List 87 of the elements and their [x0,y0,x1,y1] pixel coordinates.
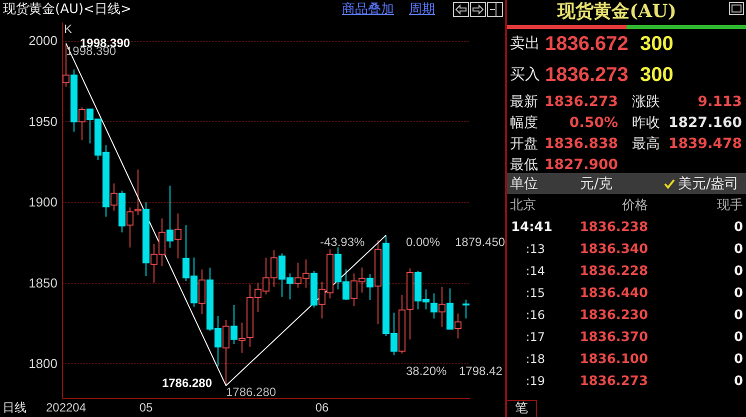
text: 价格 [622,198,648,213]
text: 0 [734,220,743,235]
text: 300 [640,64,674,86]
text: 1836.100 [580,352,648,367]
text: 商品叠加 [342,2,394,17]
text: 昨收 [632,115,660,131]
candlestick [198,268,206,315]
text: 1839.478 [668,136,742,152]
text: :13 [526,242,545,256]
annotation: 0.00% [406,235,440,249]
text: 1836.273 [580,374,648,389]
y-tick-label: 1800 [28,356,58,371]
x-tick-label: 06 [315,400,329,414]
candlestick [454,312,462,339]
x-tick-label: 202204 [46,400,86,414]
text: :18 [526,352,545,366]
text: 涨跌 [632,94,660,110]
candlestick [222,320,230,386]
text: :19 [526,374,545,388]
annotation: -43.93% [320,235,366,249]
text: 1827.160 [668,115,742,131]
text: 0.50% [569,115,618,131]
text: 0 [734,286,743,301]
text: :15 [526,286,545,300]
text: 1836.370 [580,330,648,345]
text: 1836.440 [580,286,648,301]
text: 1827.900 [544,157,618,173]
text: 0 [734,308,743,323]
y-tick-label: 1950 [28,114,58,129]
text: 最低 [510,157,538,173]
text: 1836.340 [580,242,648,257]
candlestick [366,274,374,301]
text: 单位 [510,176,538,192]
y-tick-label: 2000 [28,33,58,48]
annotation: 1786.280 [162,376,212,390]
candlestick [230,304,238,345]
text: 1836.230 [580,308,648,323]
text: 300 [640,33,674,55]
text: 现手 [717,198,743,213]
text: 元/克 [580,176,613,192]
candlestick [174,212,182,259]
text: :16 [526,308,545,322]
candlestick [126,206,134,248]
text: 笔 [507,400,537,417]
candlestick [430,292,438,319]
y-tick-label: 1850 [28,275,58,290]
annotation: 1786.280 [226,385,276,399]
text: 美元/盎司 [678,176,739,192]
text: 0 [734,330,743,345]
x-axis-title: 日线 [2,400,26,414]
candlestick [438,286,446,328]
text: 0 [734,374,743,389]
text: 现货黄金(AU) [556,1,678,22]
annotation: K [64,22,72,36]
text: :17 [526,330,545,344]
text: 0 [734,352,743,367]
annotation: 1798.42 [459,364,503,378]
candlestick [462,299,470,319]
text: 1836.273 [544,94,618,110]
text: 北京 [510,198,536,213]
candlestick [134,168,142,216]
text: 1836.838 [544,136,618,152]
text: 1836.228 [580,264,648,279]
chart-title: 现货黄金(AU)<日线> [3,2,132,17]
annotation: 38.20% [406,364,448,378]
y-tick-label: 1900 [28,194,58,210]
text: 9.113 [698,94,742,110]
candlestick [238,322,246,354]
candlestick [110,182,118,212]
x-tick-label: 05 [139,400,153,414]
text: 幅度 [510,115,538,131]
text: 买入 [510,65,540,83]
text: 1836.273 [545,64,628,86]
text: :14 [526,264,545,278]
text: 1836.672 [545,33,628,55]
text: 周期 [409,2,435,17]
text: 1836.238 [580,220,648,235]
candlestick [78,106,86,141]
text: 最新 [510,94,538,110]
text: 卖出 [510,34,540,52]
text: 0 [734,264,743,279]
text: 14:41 [511,220,552,235]
text: 0 [734,242,743,257]
candlestick [166,185,174,248]
text: 最高 [632,136,660,152]
annotation: 1879.450 [455,235,506,249]
text: 开盘 [510,136,538,152]
